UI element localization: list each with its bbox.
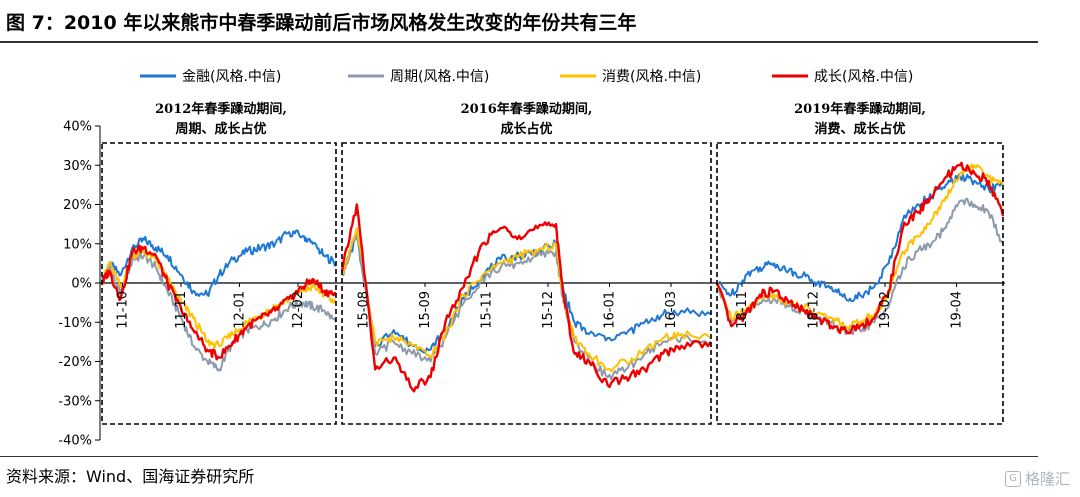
y-tick-label: -10% bbox=[58, 316, 92, 331]
chart-title: 图 7：2010 年以来熊市中春季躁动前后市场风格发生改变的年份共有三年 bbox=[6, 12, 637, 34]
period-box-3 bbox=[716, 142, 1004, 425]
series-line-growth-panel-3 bbox=[715, 161, 1005, 335]
legend-label-growth: 成长(风格.中信) bbox=[814, 69, 913, 85]
x-tick-label: 15-09 bbox=[418, 291, 433, 329]
y-tick-label: 20% bbox=[63, 198, 92, 213]
x-tick-label: 19-04 bbox=[950, 291, 965, 329]
watermark: G 格隆汇 bbox=[1004, 468, 1070, 489]
y-tick-label: 0% bbox=[71, 277, 92, 292]
x-tick-label: 16-01 bbox=[603, 291, 618, 329]
y-tick-label: 40% bbox=[63, 120, 92, 135]
series-line-consumer-panel-2 bbox=[341, 227, 712, 373]
series-line-consumer-panel-3 bbox=[716, 163, 1004, 331]
x-tick-label: 12-01 bbox=[232, 291, 247, 329]
x-tick-label: 11-10 bbox=[115, 291, 130, 329]
watermark-logo-icon: G bbox=[1004, 470, 1021, 487]
series-line-finance-panel-1 bbox=[101, 229, 337, 297]
y-tick-label: -20% bbox=[58, 355, 92, 370]
chart-panel-2: 15-08 15-09 15-11 15-12 16-01 16-03 bbox=[340, 203, 712, 393]
x-tick-label: 15-12 bbox=[541, 291, 556, 329]
chart-panels: 11-10 11-11 12-01 12-02 15-08 15-09 15-11 15-12… bbox=[101, 161, 1005, 393]
annotation-line2: 消费、成长占优 bbox=[814, 121, 905, 137]
series-line-finance-panel-3 bbox=[716, 173, 1004, 303]
source-divider bbox=[0, 456, 1038, 457]
y-tick-label: -30% bbox=[58, 394, 92, 409]
x-tick-label: 18-12 bbox=[807, 291, 822, 329]
series-line-cycle-panel-3 bbox=[716, 197, 1004, 336]
period-box-1 bbox=[101, 142, 337, 425]
x-tick-label: 16-03 bbox=[664, 291, 679, 329]
watermark-text: 格隆汇 bbox=[1024, 470, 1070, 488]
x-tick-label: 15-08 bbox=[357, 291, 372, 329]
annotation-line2: 成长占优 bbox=[500, 121, 552, 137]
period-box-2 bbox=[341, 142, 712, 425]
x-tick-label: 11-11 bbox=[174, 291, 189, 329]
legend-label-finance: 金融(风格.中信) bbox=[182, 69, 281, 85]
series-line-growth-panel-2 bbox=[340, 203, 712, 393]
axes: -40% -30% -20% -10% 0% 10% 20% 30% 40% bbox=[58, 120, 1005, 449]
x-tick-label: 18-11 bbox=[735, 291, 750, 329]
series-line-growth-panel-1 bbox=[101, 244, 338, 361]
chart-panel-1: 11-10 11-11 12-01 12-02 bbox=[101, 229, 338, 372]
series-line-cycle-panel-2 bbox=[341, 231, 712, 381]
annotation-line2: 周期、成长占优 bbox=[175, 121, 266, 137]
y-tick-label: 10% bbox=[63, 237, 92, 252]
annotation-line1: 2012年春季躁动期间, bbox=[155, 101, 287, 117]
legend: 金融(风格.中信) 周期(风格.中信) 消费(风格.中信) 成长(风格.中信) bbox=[140, 69, 913, 85]
series-line-consumer-panel-1 bbox=[101, 249, 337, 350]
legend-label-cycle: 周期(风格.中信) bbox=[390, 69, 489, 85]
annotation-line1: 2019年春季躁动期间, bbox=[794, 101, 926, 117]
x-tick-label: 19-02 bbox=[878, 291, 893, 329]
x-tick-label: 15-11 bbox=[480, 291, 495, 329]
y-tick-label: 30% bbox=[63, 159, 92, 174]
x-tick-label: 12-02 bbox=[291, 291, 306, 329]
title-divider bbox=[0, 41, 1038, 43]
period-boxes bbox=[101, 142, 1004, 425]
chart-panel-3: 18-11 18-12 19-02 19-04 bbox=[715, 161, 1005, 336]
legend-label-consumer: 消费(风格.中信) bbox=[602, 69, 701, 85]
source-note: 资料来源：Wind、国海证券研究所 bbox=[6, 467, 255, 486]
y-tick-label: -40% bbox=[58, 434, 92, 449]
annotation-line1: 2016年春季躁动期间, bbox=[461, 101, 593, 117]
period-annotations: 2012年春季躁动期间, 周期、成长占优 2016年春季躁动期间, 成长占优 2019年… bbox=[155, 101, 926, 137]
